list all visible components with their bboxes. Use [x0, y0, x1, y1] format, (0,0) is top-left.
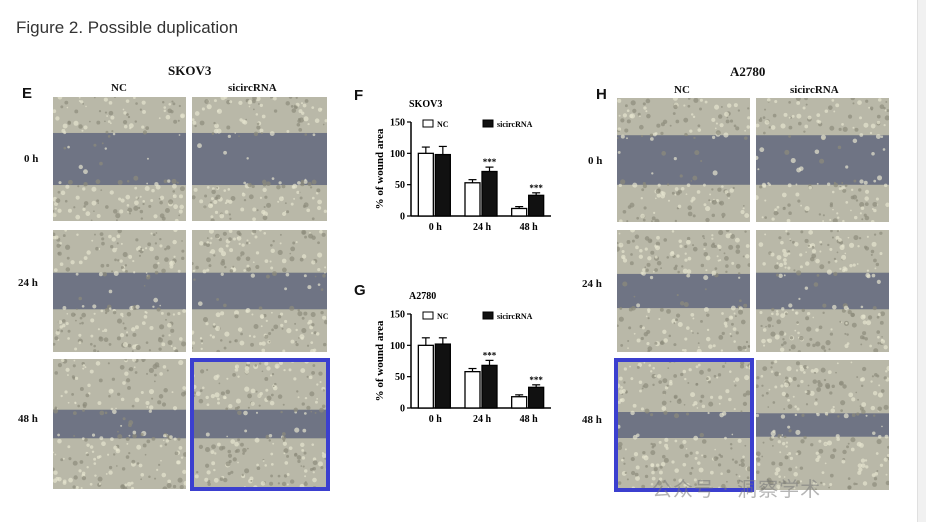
chart-g-ytick-label-1: 50: [395, 372, 405, 383]
chart-g-bar-sicircRNA-0h: [434, 343, 451, 409]
chart-g-bar-NC-24h: [464, 371, 481, 409]
a2780-col-sicircrna: sicircRNA: [790, 84, 839, 96]
chart-g-ytick-label-2: 100: [390, 341, 405, 352]
figure-caption: Figure 2. Possible duplication: [16, 18, 239, 37]
chart-g-bar-sicircRNA-24h: [481, 364, 498, 409]
chart-g-ylabel: % of wound area: [374, 320, 386, 401]
a2780-row-48h: 48 h: [582, 414, 602, 426]
micrograph-a2780-nc-24h: [617, 230, 750, 352]
a2780-row-24h: 24 h: [582, 278, 602, 290]
chart-g-ytick-label-0: 0: [400, 404, 405, 415]
a2780-title: A2780: [730, 64, 766, 79]
skov3-col-nc: NC: [111, 82, 127, 94]
chart-g-legend-label-0: NC: [437, 312, 449, 321]
chart-f-ytick-label-1: 50: [395, 180, 405, 191]
chart-g-bar-sicircRNA-48h: [528, 386, 545, 409]
chart-g-legend-swatch-0: [422, 311, 434, 320]
chart-g-significance-2: ***: [529, 375, 543, 385]
chart-f-xtick-label-2: 48 h: [520, 222, 539, 233]
micrograph-a2780-sicircrna-24h: [756, 230, 889, 352]
chart-f-bar-sicircRNA-24h: [481, 170, 498, 217]
micrograph-skov3-sicircrna-48h: [192, 359, 329, 489]
wound-area-chart-a2780: A2780 0 50 100 150 % of wound area NC sicircRNA…: [374, 291, 551, 425]
duplication-highlight-box: [190, 358, 330, 491]
chart-g-bar-NC-0h: [417, 344, 434, 409]
chart-f-bar-NC-24h: [464, 182, 481, 217]
skov3-col-sicircrna: sicircRNA: [228, 82, 277, 94]
chart-g-significance-1: ***: [483, 350, 497, 360]
micrograph-skov3-sicircrna-0h: [192, 97, 327, 221]
chart-f-legend-label-0: NC: [437, 120, 449, 129]
chart-f-significance-2: ***: [529, 183, 543, 193]
chart-f-xtick-label-1: 24 h: [473, 222, 492, 233]
micrograph-skov3-nc-24h: [53, 230, 186, 352]
micrograph-a2780-sicircrna-48h: [756, 360, 889, 490]
skov3-row-0h: 0 h: [24, 153, 39, 165]
micrograph-a2780-nc-0h: [617, 98, 750, 222]
micrograph-skov3-nc-48h: [53, 359, 186, 489]
chart-f-legend-label-1: sicircRNA: [497, 120, 533, 129]
skov3-title: SKOV3: [168, 63, 212, 78]
chart-f-ylabel: % of wound area: [374, 128, 386, 209]
micrograph-a2780-nc-48h: [617, 360, 751, 490]
chart-f-significance-1: ***: [483, 157, 497, 167]
chart-g-title: A2780: [409, 291, 436, 302]
chart-f-xtick-label-0: 0 h: [429, 222, 443, 233]
chart-f-bar-sicircRNA-48h: [528, 194, 545, 217]
chart-g-xtick-label-1: 24 h: [473, 414, 492, 425]
chart-g-legend-label-1: sicircRNA: [497, 312, 533, 321]
micrograph-skov3-sicircrna-24h: [192, 230, 327, 352]
chart-f-ytick-label-2: 100: [390, 149, 405, 160]
chart-f-ytick-label-0: 0: [400, 212, 405, 223]
chart-g-xtick-label-2: 48 h: [520, 414, 539, 425]
chart-f-legend-swatch-1: [482, 119, 494, 128]
watermark: 公众号 · 洞察学术: [652, 477, 822, 501]
chart-f-bar-NC-0h: [417, 152, 434, 217]
chart-g-xtick-label-0: 0 h: [429, 414, 443, 425]
chart-f-bar-NC-48h: [511, 207, 528, 217]
skov3-row-48h: 48 h: [18, 413, 38, 425]
skov3-row-24h: 24 h: [18, 277, 38, 289]
chart-f-bar-sicircRNA-0h: [434, 153, 451, 217]
micrograph-skov3-nc-0h: [53, 97, 186, 221]
chart-g-legend-swatch-1: [482, 311, 494, 320]
panel-label-f: F: [354, 87, 364, 104]
chart-f-ytick-label-3: 150: [390, 118, 405, 129]
duplication-highlight-box-a2780: [614, 358, 754, 492]
panel-label-e: E: [22, 85, 33, 102]
chart-f-legend-swatch-0: [422, 119, 434, 128]
chart-g-ytick-label-3: 150: [390, 310, 405, 321]
chart-g-bar-NC-48h: [511, 396, 528, 409]
scrollbar[interactable]: [917, 0, 926, 522]
panel-label-g: G: [354, 282, 366, 299]
wound-area-chart-skov3: SKOV3 0 50 100 150 % of wound area NC sicircRNA…: [374, 99, 551, 233]
chart-f-title: SKOV3: [409, 99, 442, 110]
micrograph-a2780-sicircrna-0h: [756, 98, 889, 222]
a2780-row-0h: 0 h: [588, 155, 603, 167]
a2780-col-nc: NC: [674, 84, 690, 96]
panel-label-h: H: [596, 86, 607, 103]
